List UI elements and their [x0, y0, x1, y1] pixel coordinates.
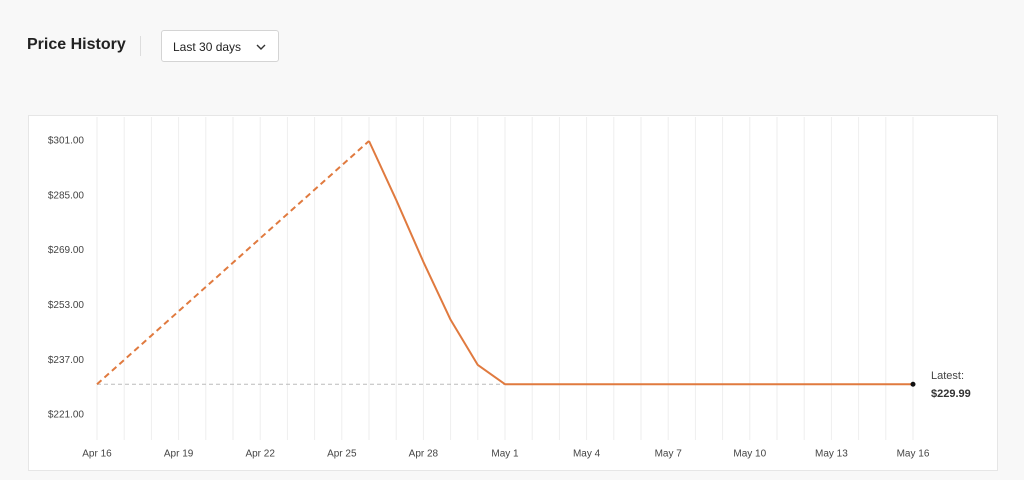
price-line — [96, 140, 370, 385]
x-tick-label: May 16 — [897, 449, 930, 460]
price-line — [368, 140, 913, 386]
latest-label: Latest: — [931, 370, 964, 382]
x-tick-label: May 13 — [815, 449, 848, 460]
x-tick-label: May 4 — [573, 449, 601, 460]
chevron — [256, 44, 266, 50]
y-tick-label: $269.00 — [48, 245, 85, 256]
x-tick-label: May 1 — [491, 449, 519, 460]
x-tick-label: Apr 22 — [245, 449, 275, 460]
x-tick-label: May 10 — [733, 449, 766, 460]
latest-value-label: $229.99 — [931, 388, 971, 400]
separator — [140, 36, 141, 56]
y-tick-label: $237.00 — [48, 355, 85, 366]
x-tick-label: May 7 — [655, 449, 683, 460]
x-tick-label: Apr 25 — [327, 449, 357, 460]
range-dropdown[interactable]: Last 30 days — [161, 30, 279, 62]
page-title: Price History — [27, 36, 126, 53]
latest-dot — [910, 381, 916, 387]
y-tick-label: $221.00 — [48, 410, 85, 421]
x-tick-label: Apr 16 — [82, 449, 112, 460]
x-tick-label: Apr 28 — [409, 449, 439, 460]
range-label[interactable]: Last 30 days — [173, 40, 242, 54]
chart-card — [28, 115, 998, 471]
y-tick-label: $301.00 — [48, 136, 85, 147]
y-tick-label: $253.00 — [48, 300, 85, 311]
y-tick-label: $285.00 — [48, 190, 85, 201]
x-tick-label: Apr 19 — [164, 449, 194, 460]
